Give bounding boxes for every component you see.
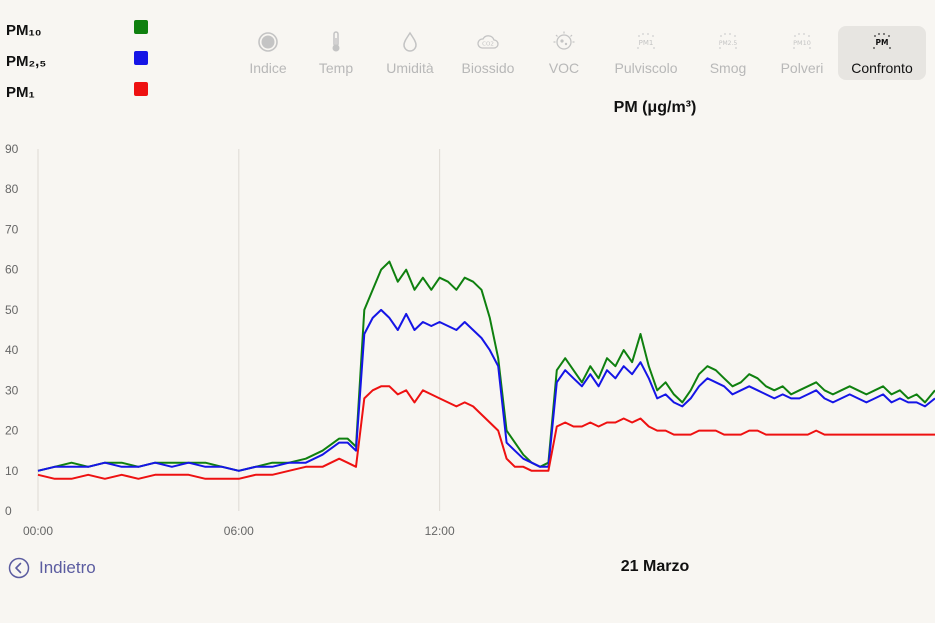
x-tick-label: 06:00 xyxy=(224,524,254,538)
tab-confronto[interactable]: PM Confronto xyxy=(838,26,926,80)
chart-title: PM (μg/m³) xyxy=(613,99,697,116)
tab-smog-label: Smog xyxy=(709,60,747,76)
tab-pulviscolo-label: Pulviscolo xyxy=(614,60,678,76)
tab-umidita-label: Umidità xyxy=(386,60,434,76)
y-tick-label: 30 xyxy=(5,383,19,397)
legend-item-pm10: PM₁₀ xyxy=(6,18,156,49)
pm25-dust-icon: PM2.5 xyxy=(719,33,738,49)
pm10-dust-icon: PM10 xyxy=(793,33,811,49)
legend-item-pm25: PM₂,₅ xyxy=(6,49,156,80)
back-button[interactable]: Indietro xyxy=(8,556,96,580)
tab-smog[interactable]: PM2.5 Smog xyxy=(691,26,765,80)
legend-label-pm10: PM₁₀ xyxy=(6,22,42,39)
y-tick-label: 60 xyxy=(5,263,19,277)
series-line-1 xyxy=(37,308,935,472)
x-tick-label: 00:00 xyxy=(23,524,53,538)
svg-text:PM: PM xyxy=(876,38,889,47)
tab-polveri-label: Polveri xyxy=(780,60,824,76)
legend-label-pm1: PM₁ xyxy=(6,84,35,101)
tab-temp[interactable]: Temp xyxy=(299,26,373,80)
chart-legend: PM₁₀ PM₂,₅ PM₁ xyxy=(6,18,156,111)
svg-text:PM10: PM10 xyxy=(793,39,811,47)
tab-indice-label: Indice xyxy=(249,60,287,76)
series-line-2 xyxy=(37,385,935,480)
pm-line-chart: 00:00 06:00 12:00 0 10 20 30 40 50 60 70 80 90 xyxy=(5,142,935,538)
back-label: Indietro xyxy=(39,558,96,577)
svg-text:PM2.5: PM2.5 xyxy=(719,40,738,47)
tab-polveri[interactable]: PM10 Polveri xyxy=(765,26,839,80)
legend-label-pm25: PM₂,₅ xyxy=(6,53,47,70)
date-label: 21 Marzo xyxy=(620,558,690,575)
co2-cloud-icon: CO2 xyxy=(477,35,499,49)
tab-confronto-label: Confronto xyxy=(851,60,913,76)
x-tick-label: 12:00 xyxy=(425,524,455,538)
y-tick-label: 10 xyxy=(5,464,19,478)
tab-pulviscolo[interactable]: PM1 Pulviscolo xyxy=(609,26,683,80)
tab-indice[interactable]: Indice xyxy=(231,26,305,80)
y-tick-label: 80 xyxy=(5,182,19,196)
index-circle-icon xyxy=(258,32,278,52)
legend-item-pm1: PM₁ xyxy=(6,80,156,111)
chevron-left-circle-icon xyxy=(8,557,30,579)
legend-swatch-pm25 xyxy=(134,51,148,65)
metric-toolbar: Indice Temp Umidità CO2 Biossido VOC PM1… xyxy=(231,26,931,82)
pm-compare-icon: PM xyxy=(873,33,891,49)
tab-umidita[interactable]: Umidità xyxy=(373,26,447,80)
y-tick-label: 90 xyxy=(5,142,19,156)
svg-text:CO2: CO2 xyxy=(482,42,494,48)
tab-biossido[interactable]: CO2 Biossido xyxy=(451,26,525,80)
y-tick-label: 40 xyxy=(5,343,19,357)
y-tick-label: 0 xyxy=(5,504,12,518)
tab-temp-label: Temp xyxy=(318,60,354,76)
thermometer-icon xyxy=(332,31,340,52)
series-line-0 xyxy=(37,260,935,472)
y-tick-label: 50 xyxy=(5,303,19,317)
svg-text:PM1: PM1 xyxy=(639,39,654,47)
y-tick-label: 70 xyxy=(5,222,19,236)
legend-swatch-pm10 xyxy=(134,20,148,34)
voc-molecule-icon xyxy=(553,31,575,50)
tab-biossido-label: Biossido xyxy=(461,60,515,76)
pm1-dust-icon: PM1 xyxy=(637,33,655,49)
tab-voc[interactable]: VOC xyxy=(527,26,601,80)
droplet-icon xyxy=(403,31,417,52)
y-tick-label: 20 xyxy=(5,424,19,438)
legend-swatch-pm1 xyxy=(134,82,148,96)
tab-voc-label: VOC xyxy=(548,60,580,76)
